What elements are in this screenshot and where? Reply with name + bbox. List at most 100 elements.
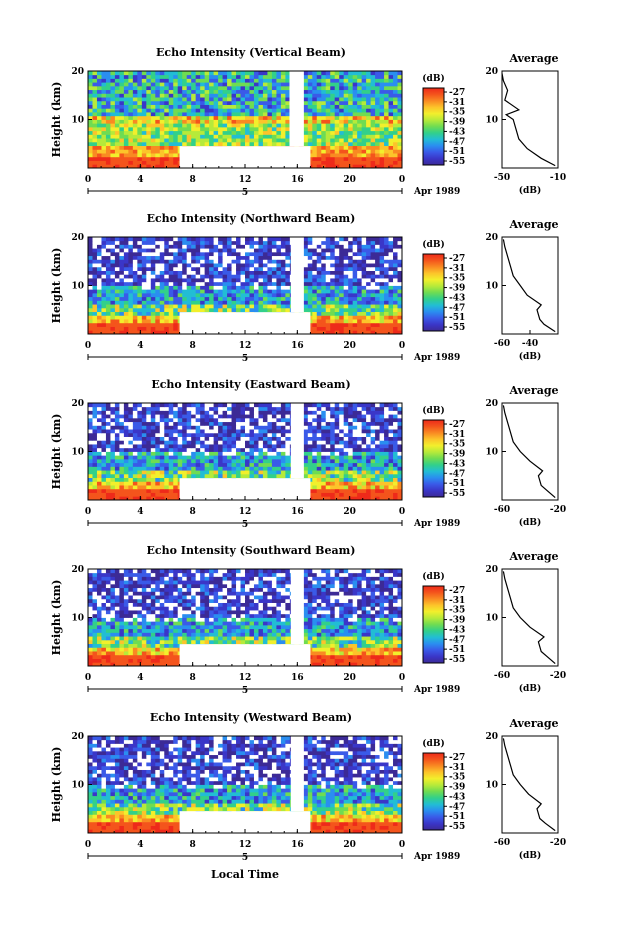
heatmap-cell <box>227 300 232 305</box>
heatmap-cell <box>316 270 322 275</box>
heatmap-cell <box>150 244 156 249</box>
heatmap-cell <box>132 281 138 286</box>
heatmap-cell <box>105 319 111 324</box>
heatmap-cell <box>110 82 116 87</box>
heatmap-cell <box>164 244 170 249</box>
heatmap-cell <box>245 112 250 117</box>
heatmap-cell <box>128 71 134 76</box>
heatmap-cell <box>249 455 255 460</box>
heatmap-cell <box>137 153 143 158</box>
heatmap-cell <box>96 244 102 249</box>
heatmap-cell <box>330 145 336 150</box>
heatmap-cell <box>96 440 102 445</box>
heatmap-cell <box>339 496 345 501</box>
heatmap-cell <box>191 455 197 460</box>
heatmap-cell <box>92 326 98 331</box>
heatmap-cell <box>303 244 309 249</box>
heatmap-cell <box>348 160 354 165</box>
heatmap-cell <box>361 477 367 482</box>
heatmap-cell <box>357 153 363 158</box>
heatmap-cell <box>105 470 111 475</box>
heatmap-cell <box>186 115 192 120</box>
heatmap-cell <box>191 85 197 91</box>
heatmap-cell <box>321 89 327 94</box>
heatmap-cell <box>262 89 268 94</box>
heatmap-cell <box>370 134 376 139</box>
heatmap-cell <box>370 93 376 98</box>
heatmap-cell <box>249 138 255 143</box>
heatmap-cell <box>119 97 125 102</box>
heatmap-cell <box>384 458 389 464</box>
heatmap-cell <box>276 458 282 464</box>
heatmap-cell <box>128 296 134 301</box>
heatmap-cell <box>334 266 340 271</box>
heatmap-cell <box>276 248 282 253</box>
heatmap-cell <box>348 462 354 467</box>
heatmap-cell <box>330 473 336 479</box>
heatmap-cell <box>132 112 138 117</box>
heatmap-cell <box>253 451 259 456</box>
heatmap-cell <box>88 492 93 497</box>
heatmap-cell <box>307 278 313 283</box>
heatmap-cell <box>352 289 358 294</box>
heatmap-cell <box>325 285 331 290</box>
heatmap-cell <box>186 304 192 309</box>
heatmap-cell <box>182 440 188 445</box>
heatmap-cell <box>307 447 313 452</box>
heatmap-cell <box>110 304 116 309</box>
heatmap-cell <box>110 300 116 305</box>
heatmap-cell <box>321 455 327 460</box>
heatmap-cell <box>123 496 129 501</box>
heatmap-cell <box>321 74 327 79</box>
heatmap-cell <box>249 251 255 257</box>
heatmap-cell <box>123 285 129 290</box>
heatmap-cell <box>209 134 214 139</box>
heatmap-cell <box>92 289 98 294</box>
heatmap-cell <box>303 115 309 120</box>
heatmap-cell <box>182 304 188 309</box>
heatmap-cell <box>128 311 134 316</box>
heatmap-cell <box>101 311 107 316</box>
heatmap-cell <box>384 237 389 242</box>
heatmap-cell <box>316 292 322 298</box>
heatmap-cell <box>375 82 380 87</box>
heatmap-cell <box>312 89 318 94</box>
heatmap-cell <box>325 466 331 471</box>
heatmap-cell <box>397 440 403 445</box>
heatmap-cell <box>384 164 389 169</box>
heatmap-cell <box>123 436 129 441</box>
heatmap-cell <box>168 141 174 147</box>
heatmap-cell <box>155 85 161 91</box>
heatmap-cell <box>236 300 241 305</box>
heatmap-cell <box>307 123 313 128</box>
heatmap-cell <box>276 440 282 445</box>
heatmap-cell <box>200 259 206 264</box>
heatmap-cell <box>150 255 156 260</box>
heatmap-cell <box>96 156 102 161</box>
heatmap-cell <box>271 473 277 479</box>
heatmap-cell <box>236 134 241 139</box>
heatmap-cell <box>276 296 282 301</box>
heatmap-cell <box>177 451 183 456</box>
heatmap-cell <box>128 455 134 460</box>
heatmap-cell <box>307 138 313 143</box>
heatmap-cell <box>334 451 340 456</box>
heatmap-cell <box>96 330 102 335</box>
heatmap-cell <box>280 292 286 298</box>
heatmap-cell <box>186 123 192 128</box>
heatmap-cell <box>209 300 214 305</box>
heatmap-cell <box>146 240 152 245</box>
heatmap-cell <box>132 248 138 253</box>
heatmap-cell <box>384 138 389 143</box>
heatmap-cell <box>209 458 214 464</box>
heatmap-cell <box>361 274 367 279</box>
heatmap-cell <box>128 164 134 169</box>
heatmap-cell <box>258 300 264 305</box>
heatmap-cell <box>312 237 318 242</box>
heatmap-cell <box>92 274 98 279</box>
heatmap-cell <box>137 123 143 128</box>
heatmap-cell <box>105 289 111 294</box>
heatmap-cell <box>253 455 259 460</box>
heatmap-cell <box>88 477 93 482</box>
heatmap-cell <box>218 141 223 147</box>
